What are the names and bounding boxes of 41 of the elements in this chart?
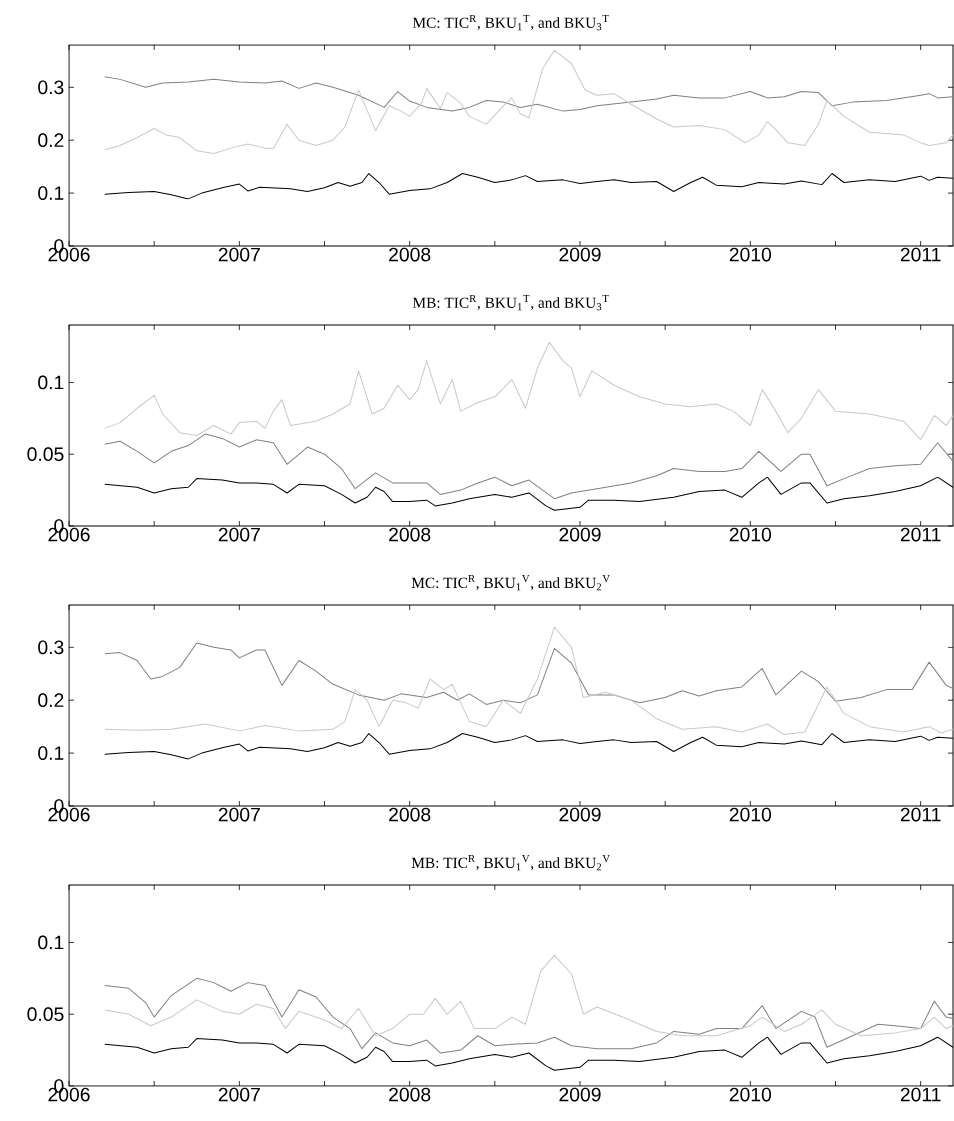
x-tick-label: 2009 (559, 807, 601, 822)
y-tick-label: 0.1 (38, 746, 64, 760)
line-series (104, 626, 954, 736)
x-tick-label: 2007 (218, 1087, 260, 1102)
line-series (104, 341, 954, 441)
x-tick-label: 2008 (389, 527, 431, 542)
line-series (104, 642, 954, 705)
line-series (104, 954, 954, 1037)
y-tick-label: 0.3 (38, 640, 64, 655)
x-tick-label: 2009 (559, 527, 601, 542)
x-tick-label: 2011 (900, 1087, 941, 1102)
y-tick-label: 0.2 (38, 133, 64, 148)
line-series (104, 76, 954, 112)
chart-title: MC: TIC$^{R}$, BKU$_{1}$$^{V}$, and BKU$_{2}$V (411, 575, 610, 591)
x-tick-label: 2010 (729, 1087, 772, 1102)
x-tick-label: 2011 (900, 247, 941, 262)
x-tick-label: 2011 (900, 807, 941, 822)
y-tick-label: 0.1 (38, 186, 64, 200)
x-tick-label: 2008 (389, 807, 431, 822)
chart-title: MB: TIC$^{R}$, BKU$_{1}$$^{T}$, and BKU$_{3}$T (412, 294, 609, 311)
x-tick-label: 2010 (729, 807, 772, 822)
x-tick-label: 2011 (900, 527, 941, 542)
x-tick-label: 2010 (729, 527, 772, 542)
x-tick-label: 2008 (389, 247, 431, 262)
x-tick-label: 2009 (559, 1087, 601, 1102)
y-tick-label: 0.1 (38, 935, 64, 950)
y-tick-label: 0.1 (38, 375, 64, 390)
y-tick-label: 0.05 (27, 1007, 64, 1022)
x-tick-label: 2008 (389, 1087, 431, 1102)
x-tick-label: 2009 (559, 247, 601, 262)
line-series (104, 49, 954, 154)
chart-title: MC: TIC$^{R}$, BKU$_{1}$$^{T}$, and BKU$_{3}$T (412, 14, 609, 31)
y-tick-label: 0.2 (38, 693, 64, 708)
chart-title: MB: TIC$^{R}$, BKU$_{1}$$^{V}$, and BKU$_{2}$V (411, 855, 610, 871)
x-tick-label: 2007 (218, 807, 260, 822)
y-tick-label: 0.05 (27, 447, 64, 462)
y-tick-label: 0.3 (38, 80, 64, 95)
line-series (104, 977, 954, 1054)
x-tick-label: 2007 (218, 527, 260, 542)
x-tick-label: 2007 (218, 247, 260, 262)
x-tick-label: 2010 (729, 247, 772, 262)
